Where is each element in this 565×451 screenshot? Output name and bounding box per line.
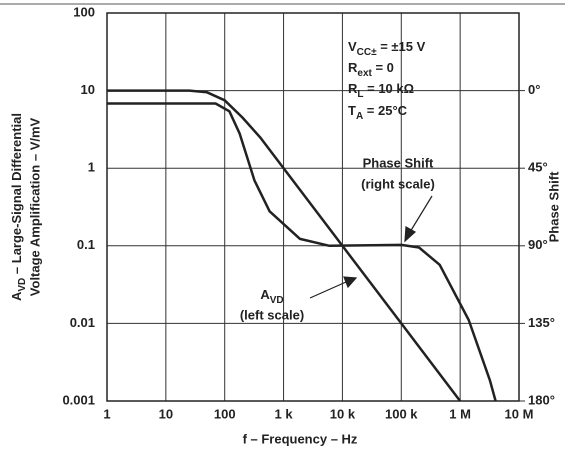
condition: RL = 10 kΩ [348,81,414,99]
y-tick-label: 0.01 [70,315,95,330]
cond-rest: = ±15 V [377,39,426,54]
cond-main: V [348,39,357,54]
cond-sub: ext [357,68,372,79]
x-tick-label: 10 [159,406,173,421]
conditions: VCC± = ±15 V Rext = 0 RL = 10 kΩ TA = 25… [348,39,426,121]
y2-tick-label: 90° [528,237,548,252]
y-tick-label: 10 [81,82,95,97]
y-axis-label: AVD – Large-Signal Differential [9,113,27,301]
arrow-head [343,276,358,289]
series-line [107,102,497,402]
arrow-line [309,281,347,299]
arrow-head [404,226,417,243]
x-tick-label: 100 [214,406,236,421]
y-tick-label: 100 [73,4,95,19]
x-tick-label: 1 M [449,406,471,421]
y-tick-label: 0.1 [77,237,95,252]
phase-label: (right scale) [361,176,435,191]
condition: TA = 25°C [348,103,408,121]
y-label-sub: VD [17,278,28,292]
x-tick-label: 10 k [330,406,356,421]
x-tick-label: 100 k [385,406,418,421]
plot-frame [106,12,520,402]
y-label-rest: – Large-Signal Differential [9,113,24,278]
x-tick-label: 10 M [505,406,534,421]
gain-label: AVD [260,287,283,305]
y2-axis-label: Phase Shift [546,171,561,242]
gain-main: A [260,287,270,302]
y2-tick-label: 0° [528,82,540,97]
cond-main: R [348,81,358,96]
arrow-line [409,195,433,233]
cond-rest: = 25°C [363,103,407,118]
phase-label: Phase Shift [363,155,434,170]
condition: Rext = 0 [348,60,394,78]
cond-main: R [348,60,358,75]
series-line [107,89,462,402]
y2-tick-label: 135° [528,315,555,330]
condition: VCC± = ±15 V [348,39,426,57]
y-tick-label: 0.001 [62,392,95,407]
cond-sub: A [356,111,363,122]
y2-tick-label: 180° [528,392,555,407]
y-label-main: A [9,291,24,301]
cond-rest: = 0 [372,60,394,75]
y-tick-label: 1 [88,160,95,175]
gain-label: (left scale) [240,307,304,322]
gain-sub: VD [270,295,284,306]
cond-rest: = 10 kΩ [364,81,415,96]
arrows [309,195,433,299]
cond-sub: L [357,89,363,100]
cond-main: T [348,103,356,118]
x-tick-label: 1 [103,406,110,421]
x-tick-label: 1 k [275,406,294,421]
y2-tick-label: 45° [528,160,548,175]
y-axis-label: Voltage Amplification – V/mV [27,117,42,296]
x-axis-label: f – Frequency – Hz [243,431,358,446]
cond-sub: CC± [357,47,377,58]
